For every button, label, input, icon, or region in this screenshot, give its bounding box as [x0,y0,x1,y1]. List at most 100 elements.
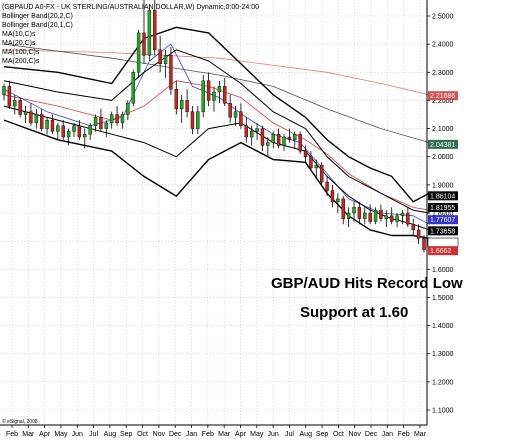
candle-body [206,80,211,101]
candle-body [373,209,378,222]
candle-body [50,119,55,132]
candle-body [357,207,362,219]
candle-body [201,80,205,112]
candle-body [217,86,222,93]
price-tag-label: 1.73658 [430,228,455,235]
candles [2,0,426,253]
bb2-upper-line [3,26,430,203]
candle-body [416,229,421,239]
candle-body [249,131,254,138]
candle-body [287,136,292,141]
candle-body [228,103,232,118]
price-tag-box [428,191,458,201]
ma100-line [3,43,430,143]
candle-body [66,131,71,138]
candle-body [422,238,426,250]
candle-body [179,100,184,110]
y-tick-label: 2.0000 [432,154,454,161]
x-tick-label: Feb [6,431,18,438]
candle-body [325,181,329,191]
candle-body [158,49,162,65]
candle-body [244,125,249,138]
x-tick-label: Jul [285,431,294,438]
price-tag-label: 1.69509 [430,240,455,247]
x-tick-label: May [250,431,264,438]
price-tag-label: 1.6662 [430,248,452,255]
candle-body [276,133,281,146]
y-tick-label: 2.2000 [432,98,454,105]
x-tick-label: Jan [382,431,393,438]
y-tick-label: 1.3000 [432,351,454,358]
y-tick-label: 1.2000 [432,379,454,386]
price-tag-label: 1.81955 [430,205,455,212]
candle-body [282,136,286,146]
x-tick-label: Mar [414,431,427,438]
candle-body [223,86,227,104]
x-tick-label: Dec [169,431,182,438]
candle-body [88,125,92,135]
price-tag-box [428,226,458,236]
y-tick-label: 2.4000 [432,42,454,49]
indicator-label: Bollinger Band(20,1,C) [2,22,73,29]
x-tick-label: Jun [267,431,278,438]
candle-body [239,111,243,126]
x-tick-label: Dec [365,431,378,438]
candle-body [99,117,103,129]
y-tick-label: 2.5000 [432,14,454,21]
ma200-line [3,49,430,96]
y-tick-label: 1.1000 [432,408,454,415]
y-tick-label: 2.1000 [432,126,454,133]
price-tag-box [428,246,458,256]
x-tick-label: Sep [120,431,133,438]
candle-body [23,111,28,115]
candle-body [45,119,49,129]
indicator-label: MA(20,C)s [2,40,36,47]
y-tick-label: 1.8000 [432,211,454,218]
candle-body [147,10,152,56]
price-tag-label: 2.04381 [430,142,455,149]
candle-body [174,88,179,110]
price-tag-box [428,139,458,149]
x-tick-label: Oct [333,431,344,438]
candle-body [93,117,98,126]
candle-body [39,114,44,129]
candle-body [83,133,87,138]
candle-body [411,224,415,231]
x-tick-label: Feb [398,431,410,438]
candle-body [131,72,135,104]
candle-body [400,212,405,217]
candle-body [56,125,60,132]
candle-body [18,100,22,115]
price-tag-box [428,202,458,212]
candle-body [298,133,302,152]
candle-body [185,100,189,112]
price-tag-box [428,215,458,225]
x-tick-label: Mar [22,431,35,438]
x-tick-label: Nov [153,431,166,438]
bb1-upper-line [3,49,430,214]
x-tick-label: Apr [39,431,51,438]
candle-body [368,212,372,222]
candle-body [384,215,389,219]
candle-body [319,164,324,183]
candle-body [29,111,33,124]
price-tag-box [428,91,458,101]
candle-body [2,86,6,95]
candle-body [379,209,383,219]
x-tick-label: Jan [186,431,197,438]
axes: 1.10001.20001.30001.40001.50001.60001.70… [0,0,454,438]
x-tick-label: Nov [348,431,361,438]
candle-body [109,114,114,124]
bb2-lower-line [3,119,430,239]
indicator-label: MA(200,C)s [2,58,40,65]
annotation-record-low: GBP/AUD Hits Record Low [271,275,463,292]
y-tick-label: 1.4000 [432,323,454,330]
candle-body [61,125,65,138]
candle-body [303,150,308,157]
x-tick-label: Mar [218,431,231,438]
x-tick-label: Aug [104,431,117,438]
candle-body [271,133,275,143]
candle-body [293,133,297,141]
